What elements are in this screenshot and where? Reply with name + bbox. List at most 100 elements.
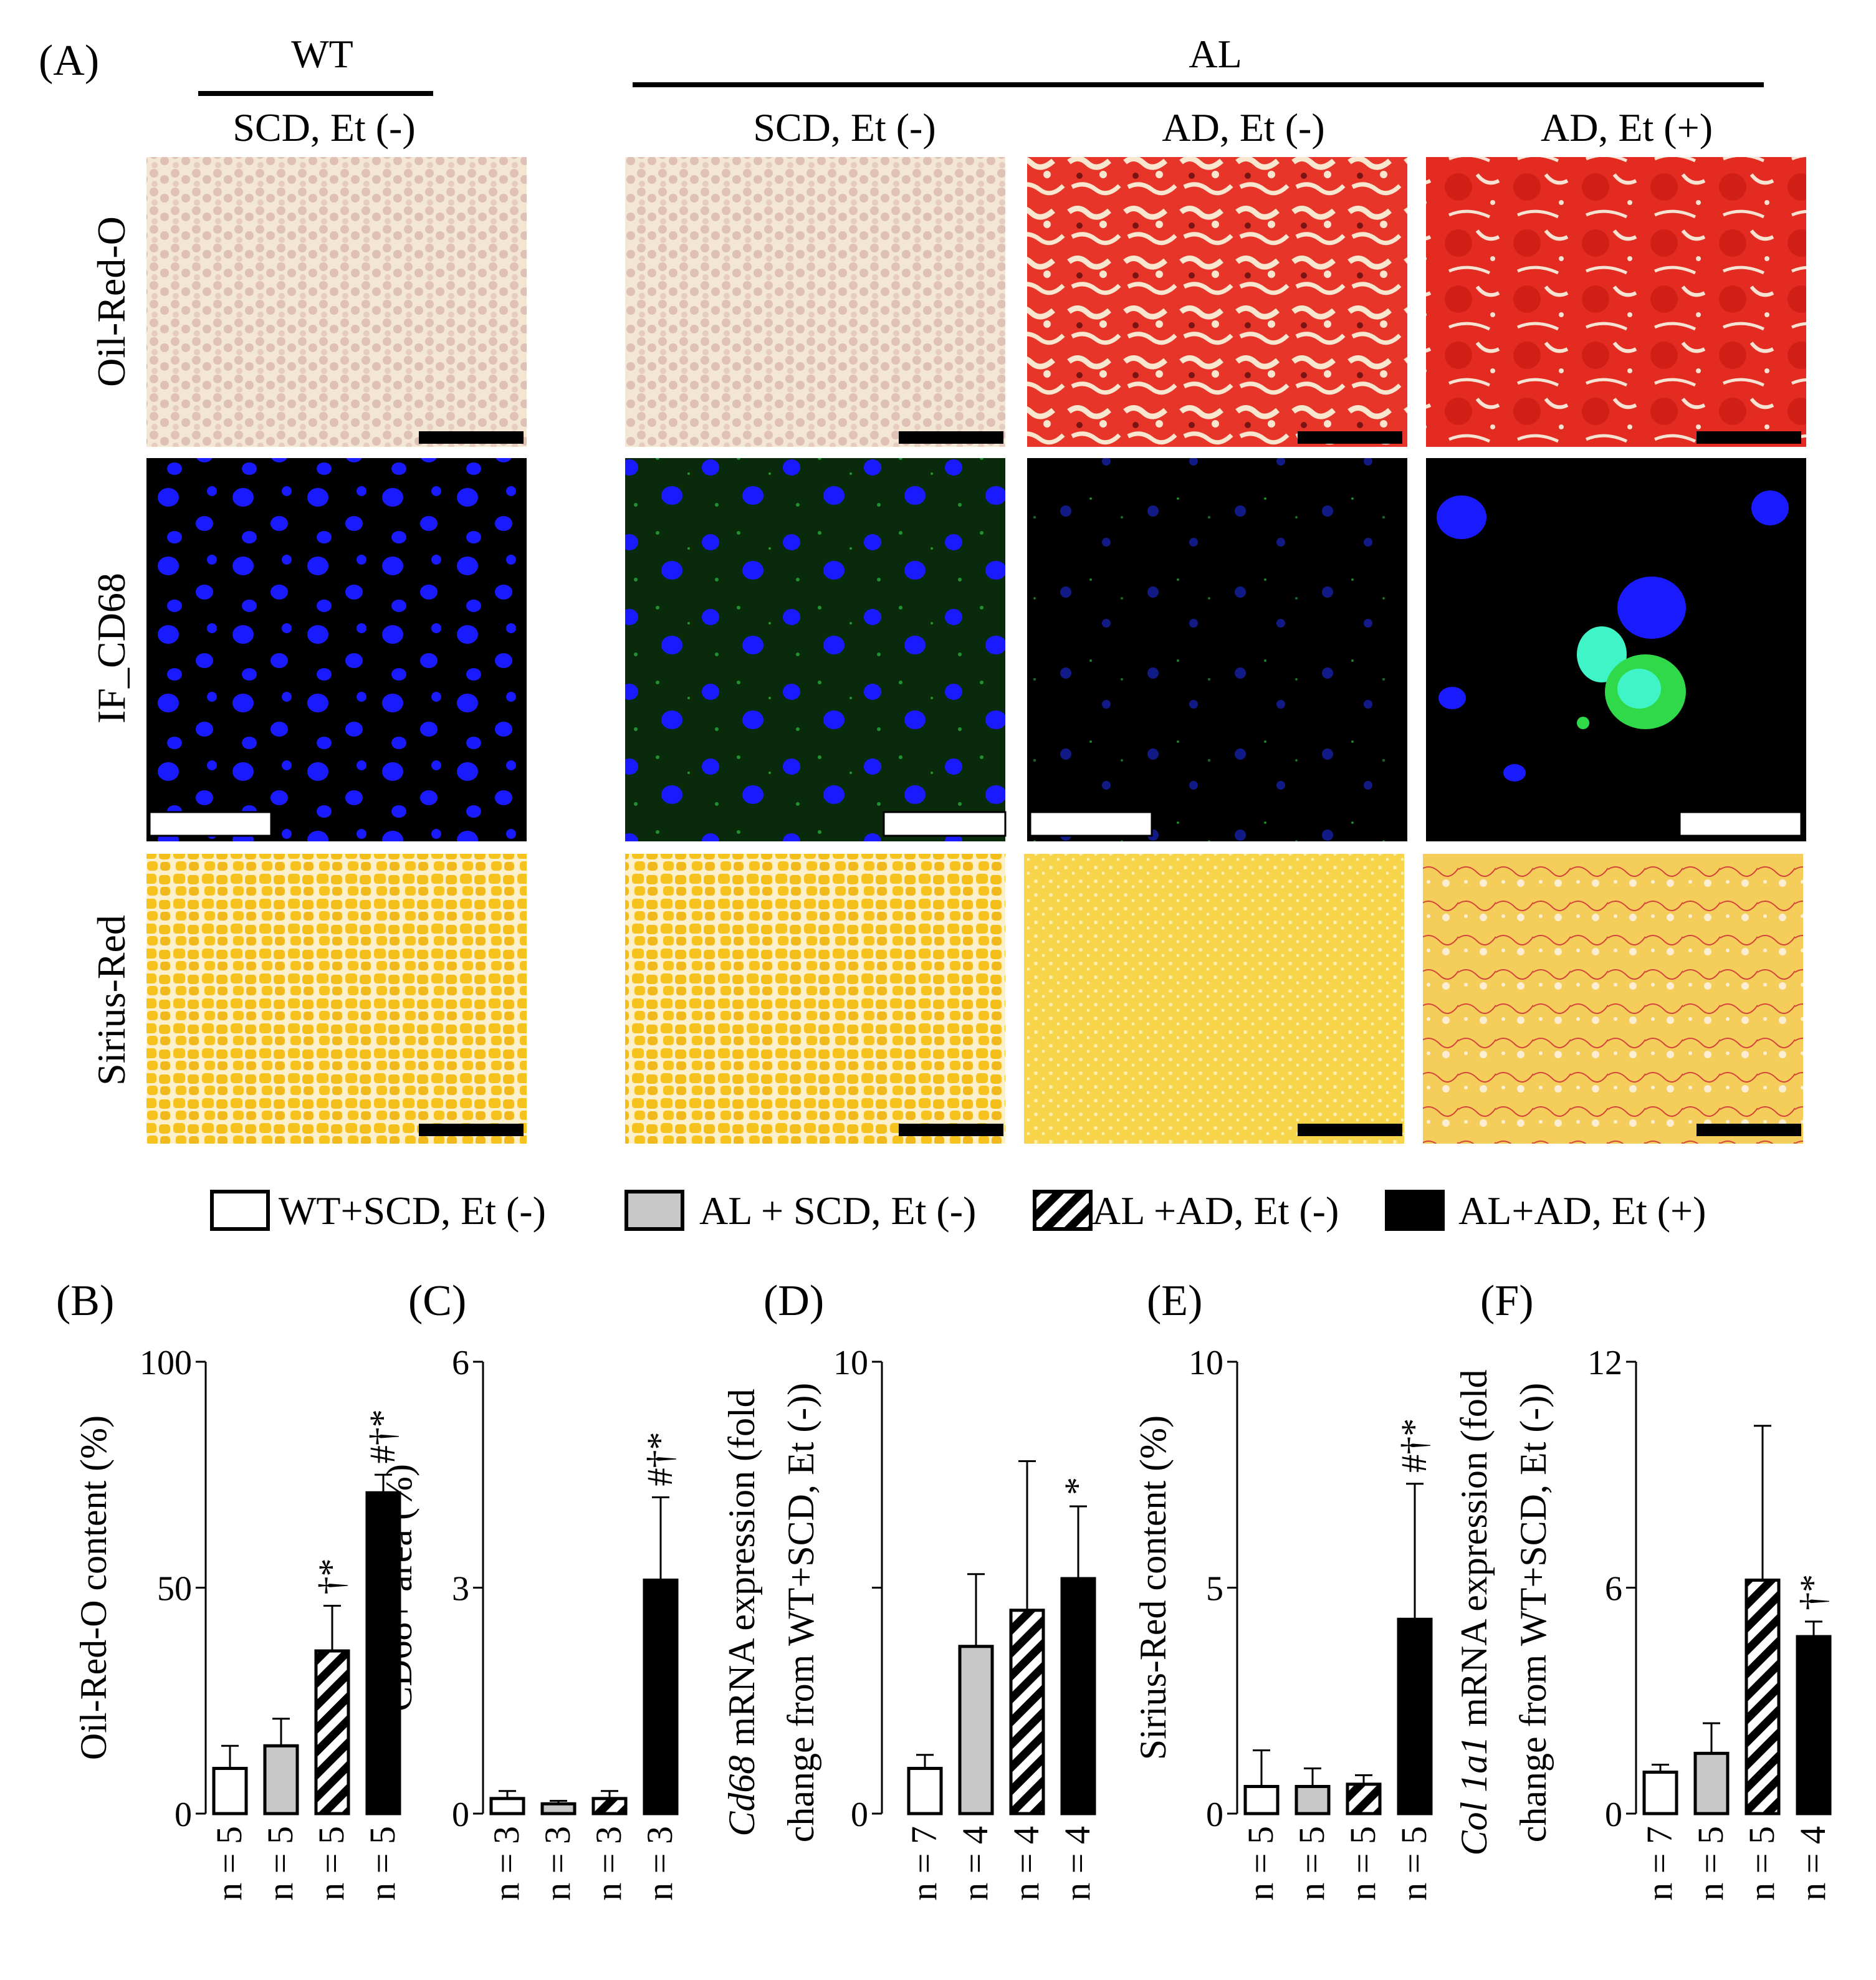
micrograph-oro-al-ad-et <box>1426 157 1806 447</box>
bar-gray <box>1693 1751 1730 1815</box>
panel-letter: (F) <box>1480 1277 1534 1325</box>
y-tick-label: 0 <box>452 1796 469 1834</box>
category-label: n = 5 <box>1394 1826 1434 1901</box>
category-label: n = 5 <box>1291 1826 1332 1901</box>
micrograph-oro-al-ad <box>1027 157 1407 447</box>
bar-white <box>1243 1785 1280 1815</box>
micrograph-oro-wt-scd <box>146 157 527 447</box>
category-label: n = 4 <box>1057 1826 1098 1901</box>
significance-mark: #†* <box>362 1409 403 1463</box>
y-tick-label: 50 <box>157 1570 192 1609</box>
scale-bar <box>1298 431 1402 444</box>
column-header: AD, Et (+) <box>1541 105 1713 150</box>
micrograph-sirius-al-scd <box>625 854 1005 1144</box>
y-axis-label-line2: change from WT+SCD, Et (-)) <box>780 1383 821 1843</box>
significance-mark: #†* <box>1394 1418 1434 1473</box>
legend-label: WT+SCD, Et (-) <box>279 1188 546 1233</box>
category-label: n = 5 <box>1690 1826 1731 1901</box>
micrograph-if-wt-scd <box>146 458 527 841</box>
bar-black <box>1397 1617 1433 1815</box>
category-label: n = 5 <box>1342 1826 1383 1901</box>
scale-bar <box>1697 1124 1801 1136</box>
category-label: n = 3 <box>588 1826 629 1901</box>
scale-bar <box>1697 431 1801 444</box>
column-header: AD, Et (-) <box>1162 105 1324 150</box>
bar-black <box>643 1578 679 1815</box>
y-axis-label: Sirius-Red content (%) <box>1132 1415 1174 1760</box>
panel-letter: (C) <box>408 1277 466 1325</box>
y-axis-label-line2: change from WT+SCD, Et (-)) <box>1513 1383 1554 1843</box>
micrograph-if-al-ad-et-features <box>1437 490 1789 782</box>
panel-a: (A) WT AL SCD, Et (-) SCD, Et (-) AD, Et… <box>39 32 1806 1144</box>
panel-letter: (B) <box>56 1277 114 1325</box>
significance-mark: #†* <box>639 1432 680 1486</box>
scale-bar <box>1298 1124 1402 1136</box>
row-label: Oil-Red-O <box>89 216 133 387</box>
scale-bar <box>899 1124 1003 1136</box>
y-tick-label: 6 <box>452 1344 469 1382</box>
category-label: n = 5 <box>260 1826 300 1901</box>
bar-hatch <box>591 1797 628 1815</box>
micrograph-if-al-scd <box>625 458 1005 841</box>
y-axis-label: Oil-Red-O content (%) <box>73 1415 114 1760</box>
legend-swatch-black <box>1385 1190 1445 1231</box>
significance-mark: †* <box>311 1559 352 1595</box>
bar-hatch <box>1744 1578 1781 1815</box>
scale-bar <box>419 1124 524 1136</box>
y-tick-label: 6 <box>1605 1570 1622 1609</box>
bar-hatch <box>1009 1609 1045 1815</box>
y-axis-label: Cd68 mRNA expression (fold <box>721 1389 762 1836</box>
bar-gray <box>958 1645 994 1815</box>
column-header: SCD, Et (-) <box>232 105 415 150</box>
legend: WT+SCD, Et (-) AL + SCD, Et (-) AL +AD, … <box>210 1188 1706 1233</box>
y-axis-label: CD68+ area (%) <box>378 1464 419 1711</box>
legend-swatch-white <box>210 1190 270 1231</box>
bar-black <box>1060 1577 1096 1815</box>
micrograph-sirius-wt-scd <box>146 854 527 1144</box>
y-axis-label: Col 1a1 mRNA expression (fold <box>1453 1370 1495 1856</box>
scale-bar <box>1029 811 1153 837</box>
bar-white <box>212 1767 248 1815</box>
panel-a-letter: (A) <box>39 37 99 85</box>
category-label: n = 7 <box>904 1826 944 1901</box>
bar-white <box>1642 1771 1678 1815</box>
legend-swatch-hatch <box>1033 1190 1093 1231</box>
bar-hatch <box>314 1649 350 1815</box>
column-header: SCD, Et (-) <box>753 105 936 150</box>
scale-bar <box>148 811 272 837</box>
y-tick-label: 10 <box>833 1344 868 1382</box>
y-tick-label: 0 <box>1206 1796 1223 1834</box>
category-label: n = 4 <box>1006 1826 1046 1901</box>
category-label: n = 3 <box>486 1826 527 1901</box>
bar-gray <box>540 1802 577 1815</box>
bar-white <box>489 1797 525 1815</box>
micrograph-oro-al-scd <box>625 157 1005 447</box>
y-tick-label: 0 <box>1605 1796 1622 1834</box>
bar-gray <box>1295 1785 1331 1815</box>
category-label: n = 3 <box>639 1826 680 1901</box>
category-label: n = 4 <box>1792 1826 1833 1901</box>
significance-mark: * <box>1057 1477 1098 1495</box>
y-tick-label: 5 <box>1206 1570 1223 1609</box>
bar-black <box>1796 1635 1832 1815</box>
category-label: n = 3 <box>537 1826 578 1901</box>
scale-bar <box>1678 811 1802 837</box>
al-group-header: AL <box>1189 32 1242 76</box>
significance-mark: †* <box>1792 1574 1833 1610</box>
row-label: Sirius-Red <box>89 915 133 1086</box>
legend-label: AL+AD, Et (+) <box>1458 1188 1706 1233</box>
category-label: n = 7 <box>1639 1826 1680 1901</box>
legend-label: AL + SCD, Et (-) <box>699 1188 976 1233</box>
y-tick-label: 0 <box>175 1796 192 1834</box>
scale-bar <box>883 811 1007 837</box>
y-tick-label: 10 <box>1189 1344 1223 1382</box>
category-label: n = 5 <box>1240 1826 1281 1901</box>
bar-white <box>907 1767 943 1815</box>
scale-bar <box>899 431 1003 444</box>
bar-black <box>365 1491 401 1815</box>
